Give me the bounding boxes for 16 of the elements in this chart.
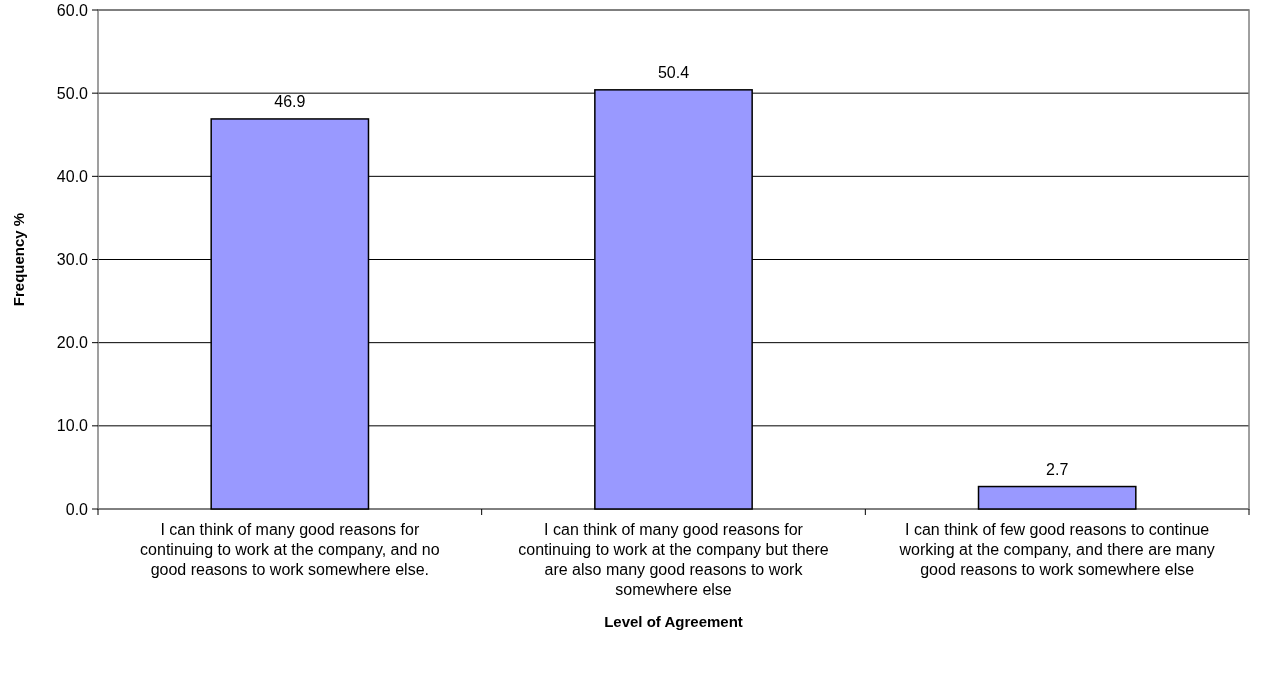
data-label: 50.4 <box>657 63 690 81</box>
x-tick-label: I can think of many good reasons for continuing to work at the company but there are also many good reasons to work somewhere else <box>518 521 829 598</box>
y-tick-label: 30.0 <box>56 251 89 269</box>
x-axis-title: Level of Agreement <box>604 613 743 630</box>
data-label: 2.7 <box>1046 460 1069 478</box>
bar <box>977 485 1137 510</box>
y-tick-label: 20.0 <box>56 334 89 352</box>
x-tick-label: I can think of few good reasons to continue working at the company, and there are many good reasons to work somewhere else <box>898 521 1215 578</box>
x-tick-label: I can think of many good reasons for continuing to work at the company, and no good reasons to work somewhere else. <box>140 521 440 578</box>
y-axis-title: Frequency % <box>10 212 27 307</box>
y-tick-label: 10.0 <box>56 417 89 435</box>
y-tick-label: 0.0 <box>65 500 89 518</box>
data-label: 46.9 <box>274 92 306 110</box>
y-tick-label: 50.0 <box>56 84 89 102</box>
y-tick-label: 40.0 <box>56 167 89 185</box>
y-tick-label: 60.0 <box>56 1 89 19</box>
